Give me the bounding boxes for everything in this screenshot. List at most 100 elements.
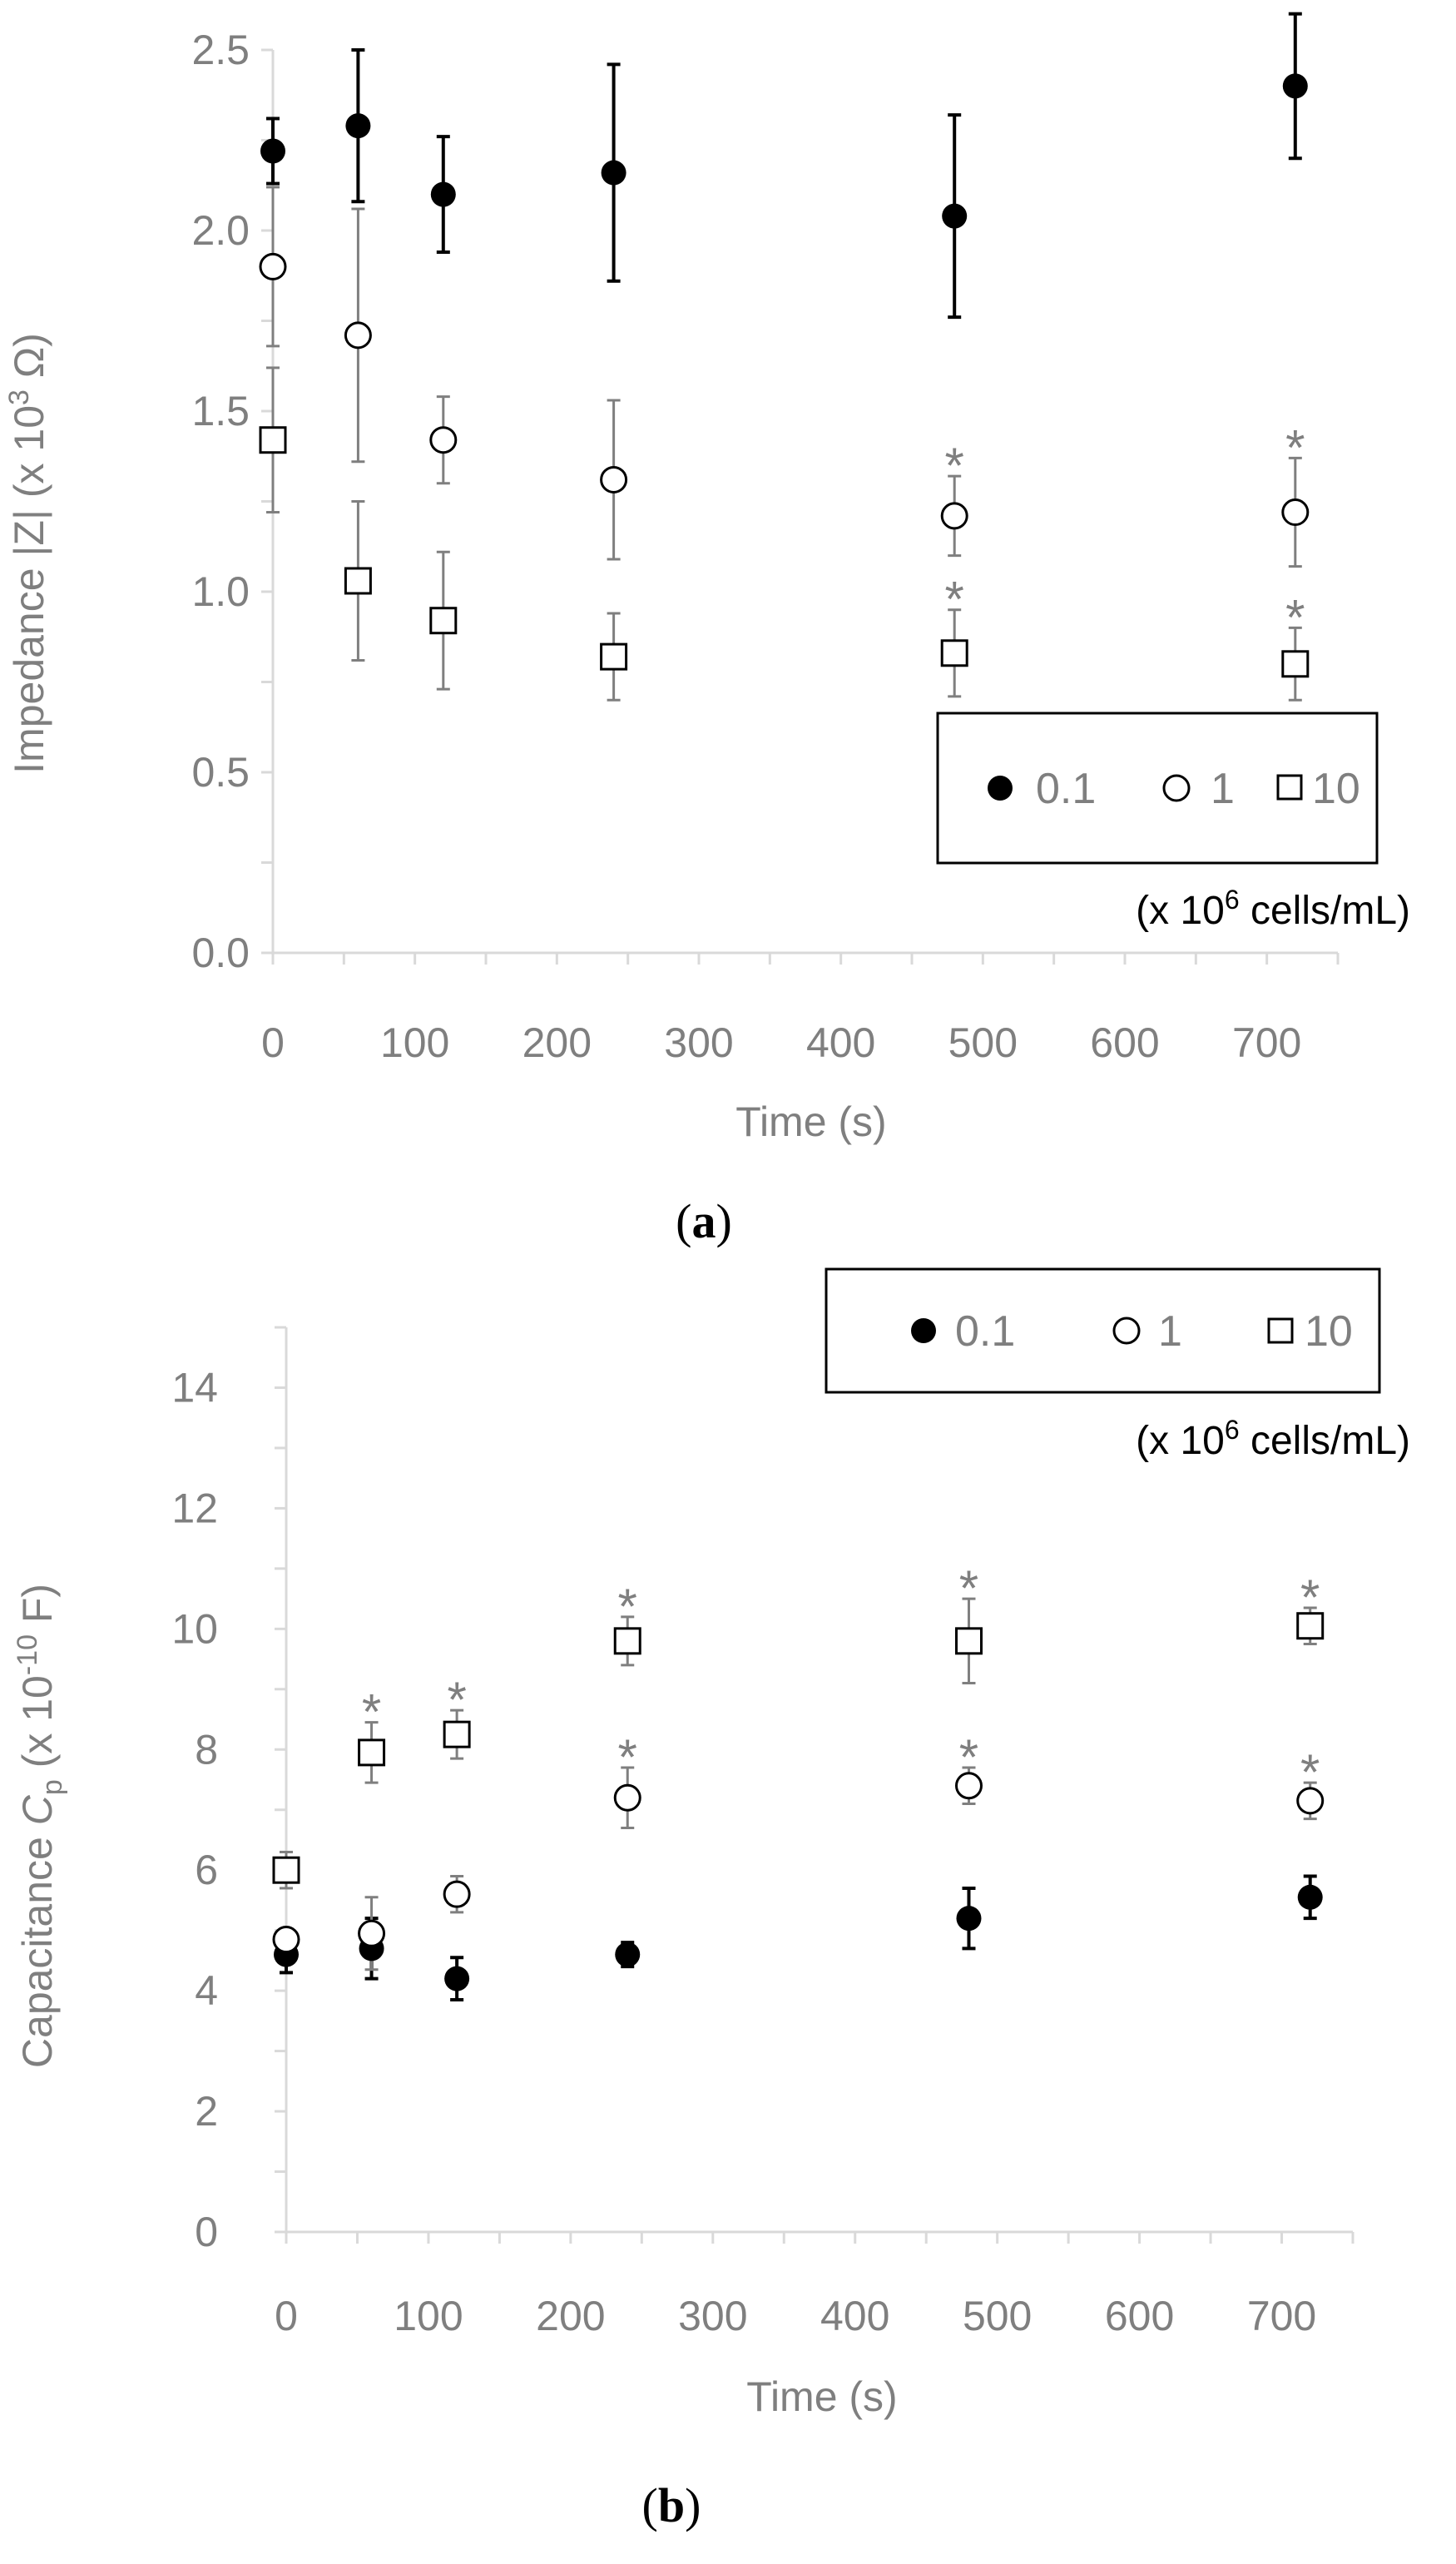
panel-a-unit-note-unit: cells/mL) (1240, 889, 1410, 933)
panel-a-legend-label-1: 1 (1211, 765, 1235, 813)
panel-a-x-axis-title: Time (s) (735, 1099, 886, 1145)
panel-b-legend-marker-1 (1112, 1317, 1141, 1345)
data-point-10 (1281, 650, 1310, 678)
panel-b-unit-note-exponent: 6 (1225, 1415, 1240, 1445)
panel-b-label-close: ) (685, 2478, 701, 2532)
data-point-0.1 (1297, 1884, 1323, 1910)
x-tick-label: 500 (948, 1019, 1018, 1066)
significance-star: * (945, 572, 964, 627)
panel-b-legend-marker-10 (1267, 1317, 1294, 1344)
data-point-0.1 (444, 1966, 470, 1991)
y-tick-label: 10 (171, 1605, 218, 1652)
panel-a-data-marks: * * * * (259, 12, 1310, 702)
data-point-1 (259, 252, 287, 280)
panel-b-label: (b) (642, 2478, 701, 2532)
data-point-10 (613, 1627, 641, 1655)
panel-a-label-close: ) (716, 1194, 732, 1248)
panel-b-y-axis-title: Capacitance Cp (x 10-10 F) (12, 1584, 68, 2068)
x-tick-label: 200 (522, 1019, 592, 1066)
panel-a-legend-label-0.1: 0.1 (1036, 765, 1096, 813)
significance-star: * (618, 1729, 637, 1785)
data-point-1 (272, 1926, 300, 1954)
y-tick-label: 14 (171, 1364, 218, 1411)
x-tick-label: 400 (820, 2293, 889, 2339)
panel-b-axes (275, 1326, 1354, 2244)
data-point-10 (344, 567, 372, 595)
data-point-0.1 (1282, 73, 1308, 99)
panel-a-unit-note-main: (x 10 (1136, 889, 1225, 933)
x-tick-label: 600 (1105, 2293, 1174, 2339)
panel-b-legend-box (825, 1267, 1381, 1394)
x-tick-label: 500 (963, 2293, 1032, 2339)
panel-b-legend-label-10: 10 (1305, 1307, 1353, 1356)
panel-b-data-marks: * * * * * * * * (272, 1560, 1325, 2002)
panel-b-legend-marker-0.1 (911, 1318, 936, 1343)
significance-star: * (945, 438, 964, 493)
x-tick-label: 700 (1232, 1019, 1301, 1066)
x-tick-label: 300 (678, 2293, 747, 2339)
panel-b-legend-label-0.1: 0.1 (955, 1307, 1015, 1356)
significance-star: * (959, 1729, 978, 1785)
panel-b-unit-note-main: (x 10 (1136, 1419, 1225, 1463)
data-point-1 (358, 1919, 386, 1947)
panel-b-legend: 0.1 1 10 (825, 1267, 1381, 1394)
data-point-0.1 (615, 1942, 641, 1967)
panel-a-unit-note-exponent: 6 (1225, 885, 1240, 915)
x-tick-label: 200 (536, 2293, 605, 2339)
x-tick-label: 400 (806, 1019, 875, 1066)
data-point-1 (613, 1783, 641, 1812)
significance-star: * (959, 1560, 978, 1616)
data-point-0.1 (601, 160, 626, 186)
data-point-0.1 (430, 181, 456, 207)
data-point-10 (940, 639, 968, 667)
significance-star: * (447, 1672, 466, 1728)
y-tick-label: 0.0 (191, 930, 250, 976)
data-point-10 (600, 642, 628, 671)
data-point-10 (358, 1738, 386, 1767)
panel-b-label-open: ( (642, 2478, 658, 2532)
panel-a-legend-label-10: 10 (1312, 765, 1360, 813)
panel-a-label: (a) (676, 1194, 732, 1248)
x-tick-label: 0 (275, 2293, 298, 2339)
data-point-1 (1281, 498, 1310, 527)
y-tick-label: 8 (195, 1726, 218, 1773)
data-point-1 (344, 321, 372, 350)
y-tick-label: 1.5 (191, 388, 250, 434)
data-point-0.1 (956, 1906, 982, 1932)
data-point-1 (429, 426, 458, 454)
panel-a-y-axis-title-main: Impedance |Z| (x 10 (6, 405, 52, 774)
panel-a-label-open: ( (676, 1194, 691, 1248)
panel-a-label-letter: a (692, 1194, 716, 1248)
panel-a-unit-note: (x 106 cells/mL) (1136, 885, 1410, 933)
panel-a-tick-labels: 0.0 0.5 1.0 1.5 2.0 2.5 0 100 200 300 400 500 600 700 (191, 27, 1301, 1066)
data-point-10 (429, 607, 458, 635)
panel-b-y-axis-title-symbol: C (14, 1794, 61, 1825)
x-tick-label: 100 (394, 2293, 463, 2339)
data-point-10 (443, 1720, 471, 1748)
x-tick-label: 700 (1247, 2293, 1316, 2339)
panel-b-unit-note-unit: cells/mL) (1240, 1419, 1410, 1463)
panel-b-y-axis-title-exponent: -10 (12, 1634, 43, 1675)
significance-star: * (618, 1579, 637, 1634)
panel-b-tick-labels: 0 2 4 6 8 10 12 14 0 100 200 300 400 500 600 700 (171, 1364, 1316, 2339)
significance-star: * (1300, 1744, 1320, 1800)
data-point-1 (940, 502, 968, 530)
panel-b-unit-note: (x 106 cells/mL) (1136, 1415, 1410, 1463)
panel-a-y-axis-title-exponent: 3 (3, 389, 35, 405)
significance-star: * (1285, 589, 1305, 645)
y-tick-label: 2.5 (191, 27, 250, 73)
panel-b-legend-label-1: 1 (1158, 1307, 1182, 1356)
y-tick-label: 2.0 (191, 207, 250, 254)
data-point-10 (954, 1627, 983, 1655)
y-tick-label: 6 (195, 1847, 218, 1893)
data-point-0.1 (260, 138, 285, 164)
panel-a-y-axis-title: Impedance |Z| (x 103 Ω) (3, 333, 52, 774)
significance-star: * (1300, 1570, 1320, 1625)
panel-b-y-axis-title-mid: (x 10 (14, 1675, 61, 1779)
panel-b-x-axis-title: Time (s) (746, 2373, 897, 2420)
x-tick-label: 0 (261, 1019, 285, 1066)
data-point-0.1 (345, 113, 371, 139)
x-tick-label: 300 (664, 1019, 733, 1066)
